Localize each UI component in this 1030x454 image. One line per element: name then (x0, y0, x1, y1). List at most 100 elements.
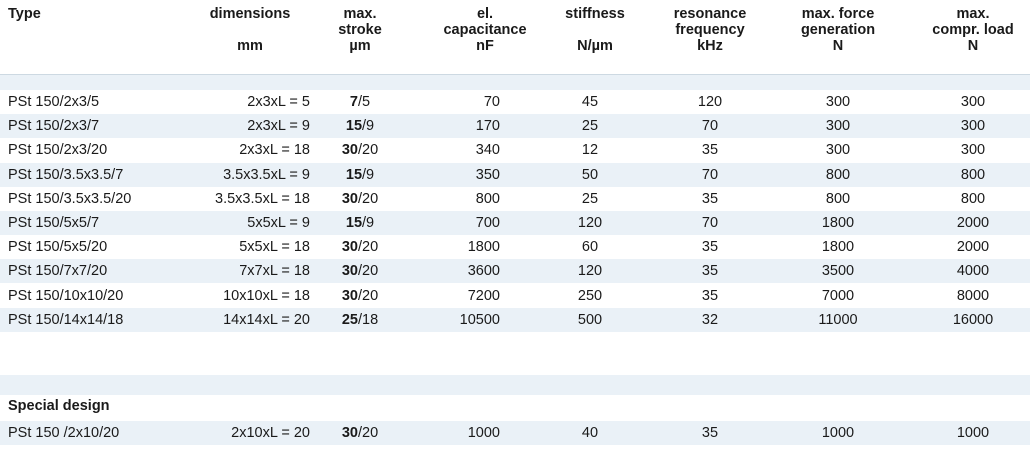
cell-load: 2000 (956, 239, 990, 256)
header-stiffness: stiffness N/µm (565, 6, 625, 54)
stroke-rest: /20 (357, 190, 379, 207)
table-row: PSt 150/3.5x3.5/20 3.5x3.5xL = 18 30/20 800… (0, 187, 1030, 211)
cell-load: 1000 (956, 425, 990, 441)
cell-dimensions: 7x7xL = 18 (239, 263, 310, 280)
cell-capacitance: 350 (475, 166, 500, 183)
cell-frequency: 35 (701, 239, 719, 256)
cell-type: PSt 150/2x3/5 (8, 94, 100, 110)
cell-frequency: 35 (701, 287, 719, 304)
cell-force: 800 (825, 166, 851, 183)
cell-capacitance: 800 (475, 190, 500, 207)
cell-force: 1800 (821, 215, 855, 231)
cell-stroke: 7/5 (332, 90, 388, 114)
cell-load: 300 (960, 94, 986, 110)
cell-frequency: 120 (697, 94, 723, 110)
table-header: Type dimensions mm max. stroke µm el. ca… (0, 0, 1030, 75)
cell-load: 800 (960, 166, 986, 183)
cell-type: PSt 150/2x3/7 (8, 118, 100, 135)
stroke-rest: /9 (362, 118, 375, 135)
stroke-bold: 30 (341, 263, 358, 280)
cell-type: PSt 150/2x3/20 (8, 142, 108, 159)
cell-force: 1000 (821, 425, 855, 441)
header-resonance-frequency: resonance frequency kHz (673, 6, 747, 54)
cell-force: 1800 (821, 239, 855, 256)
table-row: PSt 150/3.5x3.5/7 3.5x3.5xL = 9 15/9 350 50 7… (0, 162, 1030, 187)
table-row: PSt 150/2x3/5 2x3xL = 5 7/5 70 45 120 300 300 (0, 90, 1030, 114)
table-row: PSt 150/7x7/20 7x7xL = 18 30/20 3600 120 35 35… (0, 259, 1030, 284)
cell-frequency: 35 (701, 263, 719, 280)
cell-load: 2000 (956, 215, 990, 231)
cell-force: 7000 (821, 287, 855, 304)
header-dimensions: dimensions mm (209, 6, 291, 54)
cell-capacitance: 10500 (459, 311, 500, 328)
cell-type: PSt 150/5x5/7 (8, 215, 100, 231)
cell-force: 300 (825, 142, 851, 159)
header-max-compr-load: max. compr. load N (932, 6, 1014, 54)
cell-capacitance: 700 (475, 215, 500, 231)
cell-stiffness: 25 (581, 190, 599, 207)
cell-stroke: 30/20 (332, 421, 388, 445)
cell-dimensions: 5x5xL = 9 (247, 215, 310, 231)
stroke-rest: /20 (357, 287, 379, 304)
stroke-bold: 15 (345, 166, 363, 183)
cell-type: PSt 150/3.5x3.5/7 (8, 166, 124, 183)
cell-load: 8000 (956, 287, 990, 304)
stroke-rest: /9 (362, 166, 375, 183)
cell-stroke: 30/20 (332, 235, 388, 259)
table-row-special: PSt 150 /2x10/20 2x10xL = 20 30/20 1000 … (0, 421, 1030, 445)
stroke-bold: 15 (345, 118, 363, 135)
stroke-rest: /20 (357, 142, 379, 159)
cell-load: 4000 (956, 263, 990, 280)
cell-frequency: 70 (701, 166, 719, 183)
cell-stiffness: 40 (581, 425, 599, 441)
stroke-bold: 25 (341, 311, 358, 328)
cell-dimensions: 2x3xL = 9 (247, 118, 310, 135)
stroke-rest: /18 (357, 311, 379, 328)
stroke-bold: 30 (341, 287, 358, 304)
stroke-rest: /20 (357, 239, 379, 256)
cell-capacitance: 70 (483, 94, 500, 110)
cell-stiffness: 12 (581, 142, 599, 159)
special-design-title: Special design (8, 398, 110, 414)
table-row: PSt 150/14x14/18 14x14xL = 20 25/18 10500 50… (0, 307, 1030, 332)
cell-stiffness: 60 (581, 239, 599, 256)
cell-capacitance: 7200 (467, 287, 500, 304)
cell-dimensions: 10x10xL = 18 (223, 287, 310, 304)
cell-load: 300 (960, 118, 986, 135)
cell-force: 11000 (818, 311, 858, 328)
cell-frequency: 32 (701, 311, 719, 328)
cell-stroke: 15/9 (332, 114, 388, 138)
cell-type: PSt 150/7x7/20 (8, 263, 108, 280)
cell-dimensions: 2x3xL = 18 (239, 142, 310, 159)
cell-stroke: 30/20 (332, 259, 388, 283)
cell-stroke: 15/9 (332, 211, 388, 235)
stroke-bold: 30 (341, 239, 358, 256)
stroke-bold: 30 (341, 425, 358, 441)
cell-force: 300 (825, 118, 851, 135)
cell-frequency: 35 (701, 425, 719, 441)
cell-dimensions: 5x5xL = 18 (239, 239, 310, 256)
table-row: PSt 150/5x5/7 5x5xL = 9 15/9 700 120 70 1800 20… (0, 211, 1030, 235)
stroke-bold: 15 (345, 215, 363, 231)
table-row: PSt 150/5x5/20 5x5xL = 18 30/20 1800 60 35 180… (0, 235, 1030, 259)
stroke-rest: /20 (357, 425, 379, 441)
cell-load: 800 (960, 190, 986, 207)
cell-stroke: 15/9 (332, 163, 388, 187)
cell-type: PSt 150 /2x10/20 (8, 425, 120, 441)
cell-frequency: 35 (701, 142, 719, 159)
cell-stiffness: 120 (577, 215, 603, 231)
cell-force: 3500 (821, 263, 855, 280)
cell-type: PSt 150/3.5x3.5/20 (8, 190, 132, 207)
header-max-force: max. force generation N (800, 6, 876, 54)
cell-dimensions: 2x10xL = 20 (231, 425, 310, 441)
stroke-bold: 30 (341, 190, 358, 207)
header-max-stroke: max. stroke µm (338, 6, 382, 54)
cell-force: 800 (825, 190, 851, 207)
cell-dimensions: 2x3xL = 5 (247, 94, 310, 110)
cell-stroke: 25/18 (332, 308, 388, 332)
table-row: PSt 150/10x10/20 10x10xL = 18 30/20 7200 250… (0, 284, 1030, 308)
cell-frequency: 35 (701, 190, 719, 207)
table-row: PSt 150/2x3/7 2x3xL = 9 15/9 170 25 70 300 300 (0, 114, 1030, 139)
cell-stiffness: 50 (581, 166, 599, 183)
stroke-rest: /20 (357, 263, 379, 280)
